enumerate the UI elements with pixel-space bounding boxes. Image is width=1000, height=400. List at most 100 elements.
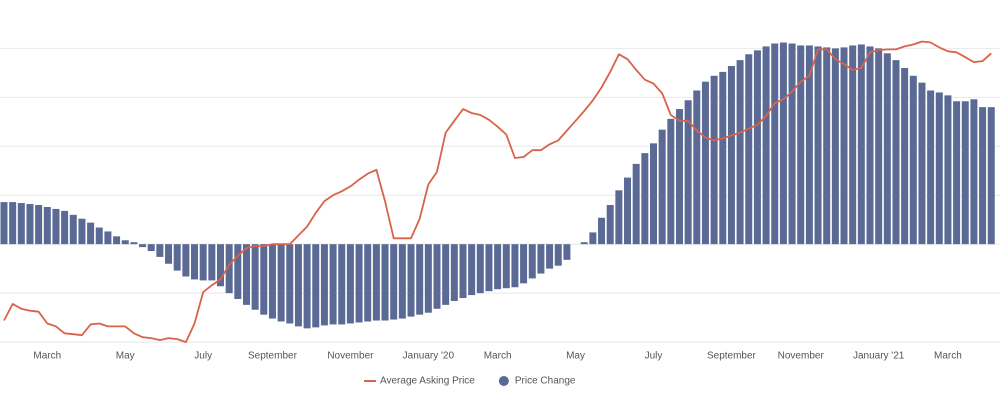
bar (485, 244, 493, 292)
bar (355, 244, 363, 323)
bar (69, 214, 77, 245)
bar (935, 92, 943, 245)
x-tick-label: September (707, 351, 757, 362)
bar (710, 75, 718, 245)
bar (502, 244, 510, 289)
x-tick-label: January '20 (403, 351, 455, 362)
bar (727, 66, 735, 245)
bar (468, 244, 476, 296)
bar (130, 242, 138, 245)
bar (883, 53, 891, 245)
bar (520, 244, 528, 284)
bar (805, 45, 813, 245)
bar (312, 244, 320, 328)
bar (364, 244, 372, 322)
bar (303, 244, 311, 329)
bar (641, 153, 649, 245)
bar (797, 45, 805, 245)
bar (840, 47, 848, 245)
bar (511, 244, 519, 288)
bar (563, 244, 571, 260)
bar (26, 204, 34, 245)
bar (9, 202, 17, 245)
x-tick-label: July (645, 351, 663, 362)
x-tick-label: May (116, 351, 135, 362)
bar (104, 231, 112, 245)
legend-label: Average Asking Price (380, 376, 475, 387)
bar (961, 101, 969, 245)
bar (589, 232, 597, 245)
bar (667, 118, 675, 245)
bar (87, 222, 95, 245)
bar (199, 244, 207, 281)
bar (753, 50, 761, 245)
bar (918, 82, 926, 245)
bar (320, 244, 328, 326)
bar (892, 60, 900, 245)
bar (927, 90, 935, 245)
bar (52, 208, 60, 245)
bar (979, 107, 987, 245)
bar (78, 218, 86, 245)
bar (217, 244, 224, 287)
bar (43, 206, 51, 245)
bar (294, 244, 302, 327)
bar (684, 100, 692, 245)
x-tick-label: November (778, 351, 825, 362)
bar (165, 244, 173, 264)
bar (494, 244, 502, 290)
bar (909, 75, 917, 245)
bar (113, 236, 121, 245)
legend-label: Price Change (515, 376, 576, 387)
bar (528, 244, 536, 279)
bar (338, 244, 346, 325)
bar (745, 54, 753, 245)
bar (208, 244, 216, 281)
bar (260, 244, 268, 315)
bar (225, 244, 233, 294)
bar (398, 244, 406, 319)
legend-dot (498, 376, 509, 386)
bar (121, 240, 129, 245)
bar (823, 47, 831, 245)
bar (944, 95, 952, 245)
x-tick-label: March (934, 351, 962, 362)
bar (537, 244, 545, 274)
bar (901, 67, 909, 245)
bar (17, 203, 25, 245)
bar (459, 244, 467, 299)
bar (416, 244, 424, 315)
bar (606, 205, 614, 245)
bar (182, 244, 190, 277)
x-tick-label: November (327, 351, 374, 362)
bar (875, 48, 883, 245)
price-line (3, 40, 992, 343)
bar (277, 244, 285, 322)
bar (156, 244, 164, 257)
bar (658, 129, 666, 245)
bar (736, 60, 744, 245)
bar (61, 210, 69, 245)
bar (762, 46, 770, 245)
bar (0, 202, 8, 245)
x-tick-label: July (194, 351, 212, 362)
bar (450, 244, 458, 301)
bar (970, 99, 978, 245)
bar (372, 244, 380, 321)
bar (35, 205, 43, 245)
bar (632, 163, 640, 245)
bar (598, 217, 606, 245)
bar (234, 244, 242, 299)
bar (346, 244, 354, 324)
bar (849, 45, 857, 245)
bar (381, 244, 389, 321)
bar (624, 177, 632, 245)
bar (675, 109, 683, 245)
bar (173, 244, 181, 271)
x-tick-label: May (566, 351, 585, 362)
bar (719, 71, 727, 245)
bar (953, 101, 961, 245)
x-tick-label: September (248, 351, 298, 362)
x-tick-label: January '21 (853, 351, 905, 362)
